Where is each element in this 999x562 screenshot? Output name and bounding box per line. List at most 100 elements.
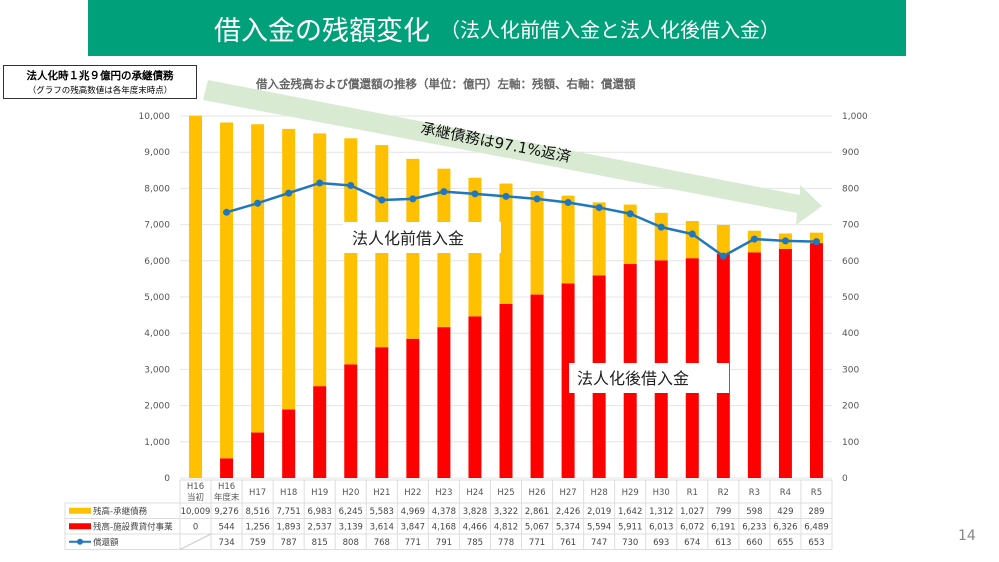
table-cell: 4,969 xyxy=(401,507,425,517)
left-axis-tick-label: 7,000 xyxy=(144,221,170,231)
table-cell: 3,828 xyxy=(463,507,487,517)
table-cell: 6,013 xyxy=(649,522,673,532)
repayment-point xyxy=(626,210,634,218)
bar-facility-loan xyxy=(499,303,513,478)
table-cell: 6,326 xyxy=(773,522,797,532)
right-axis-tick-label: 1,000 xyxy=(842,112,868,122)
category-label: H17 xyxy=(249,488,266,498)
table-cell: 4,466 xyxy=(463,522,487,532)
note-line-1: 法人化時１兆９億円の承継債務 xyxy=(26,70,174,82)
post-incorporation-label: 法人化後借入金 xyxy=(577,369,689,388)
repayment-point xyxy=(316,179,324,187)
category-label: H29 xyxy=(622,488,639,498)
slide-title: 借入金の残額変化 xyxy=(214,15,430,47)
table-cell: 4,378 xyxy=(432,507,456,517)
repayment-point xyxy=(347,182,355,190)
table-cell: 660 xyxy=(746,538,762,548)
repayment-point xyxy=(688,230,696,238)
table-cell: 785 xyxy=(467,538,483,548)
right-axis-tick-label: 900 xyxy=(842,148,859,158)
bar-facility-loan xyxy=(251,432,265,478)
repayment-point xyxy=(533,195,541,203)
table-cell: 1,642 xyxy=(618,507,642,517)
table-cell: 3,847 xyxy=(401,522,425,532)
table-cell: 1,312 xyxy=(649,507,673,517)
table-cell: 3,322 xyxy=(494,507,518,517)
bar-inherited-debt xyxy=(623,204,637,265)
left-axis-tick-label: 5,000 xyxy=(144,293,170,303)
repayment-point xyxy=(657,223,665,231)
left-axis-tick-label: 6,000 xyxy=(144,257,170,267)
repayment-line-series xyxy=(223,179,820,260)
table-cell: 6,245 xyxy=(339,507,363,517)
repayment-point xyxy=(595,204,603,212)
bar-facility-loan xyxy=(406,338,420,478)
table-cell: 778 xyxy=(498,538,514,548)
table-cell: 289 xyxy=(808,507,824,517)
category-label: 当初 xyxy=(187,492,204,503)
left-axis-tick-label: 0 xyxy=(164,474,170,484)
repayment-point xyxy=(502,192,510,200)
bar-inherited-debt xyxy=(592,202,606,276)
right-axis-tick-label: 400 xyxy=(842,329,859,339)
category-label: H25 xyxy=(497,488,514,498)
category-label: R2 xyxy=(718,488,729,498)
bar-inherited-debt xyxy=(282,128,296,410)
table-cell: 4,168 xyxy=(432,522,456,532)
chart-title: 借入金残高および償還額の推移（単位：億円）左軸：残額、右軸：償還額 xyxy=(256,77,636,91)
category-label: H30 xyxy=(653,488,670,498)
right-axis: 0 100 200 300 400 500 600 700 800 900 1,000 xyxy=(842,112,868,484)
right-axis-tick-label: 100 xyxy=(842,438,859,448)
table-cell: 791 xyxy=(436,538,452,548)
bar-facility-loan xyxy=(437,327,451,478)
legend-key-inherited-debt xyxy=(69,507,91,514)
table-cell: 1,893 xyxy=(276,522,300,532)
category-label: H19 xyxy=(311,488,328,498)
bar-facility-loan xyxy=(809,243,823,478)
left-axis-tick-label: 10,000 xyxy=(139,112,171,122)
table-cell: 759 xyxy=(250,538,266,548)
table-cell: 734 xyxy=(218,538,234,548)
table-cell: 799 xyxy=(715,507,731,517)
table-cell: 674 xyxy=(684,538,700,548)
bar-inherited-debt xyxy=(561,195,575,284)
table-cell: 7,751 xyxy=(276,507,300,517)
bar-inherited-debt xyxy=(654,212,668,261)
repayment-point xyxy=(750,235,758,243)
bar-inherited-debt xyxy=(313,133,327,387)
table-cell: 6,489 xyxy=(804,522,828,532)
table-cell: 6,191 xyxy=(711,522,735,532)
left-axis-tick-label: 3,000 xyxy=(144,365,170,375)
post-incorporation-label-box xyxy=(569,363,729,393)
right-axis-tick-label: 700 xyxy=(842,221,859,231)
table-cell: 6,983 xyxy=(308,507,332,517)
table-cell: 768 xyxy=(374,538,390,548)
repayment-point xyxy=(471,190,479,198)
empty-cell-diagonal xyxy=(179,533,212,550)
repayment-point xyxy=(223,208,231,216)
note-line-2: （グラフの残高数値は各年度末時点） xyxy=(27,86,173,96)
repayment-line xyxy=(226,181,817,258)
bar-facility-loan xyxy=(344,364,358,478)
category-label: R4 xyxy=(780,488,791,498)
category-label: H21 xyxy=(373,488,390,498)
category-label: R5 xyxy=(811,488,822,498)
category-label: H16 xyxy=(187,482,204,492)
table-cell: 8,516 xyxy=(245,507,269,517)
bar-inherited-debt xyxy=(499,183,513,304)
table-cell: 2,019 xyxy=(587,507,611,517)
table-cell: 747 xyxy=(591,538,607,548)
category-label: H23 xyxy=(435,488,452,498)
category-label: H18 xyxy=(280,488,297,498)
table-cell: 655 xyxy=(777,538,793,548)
table-cell: 4,812 xyxy=(494,522,518,532)
category-label: H26 xyxy=(528,488,545,498)
repayment-point xyxy=(285,189,293,197)
bar-inherited-debt xyxy=(189,115,203,479)
table-cell: 815 xyxy=(312,538,328,548)
right-axis-tick-label: 800 xyxy=(842,184,859,194)
table-cell: 6,072 xyxy=(680,522,704,532)
